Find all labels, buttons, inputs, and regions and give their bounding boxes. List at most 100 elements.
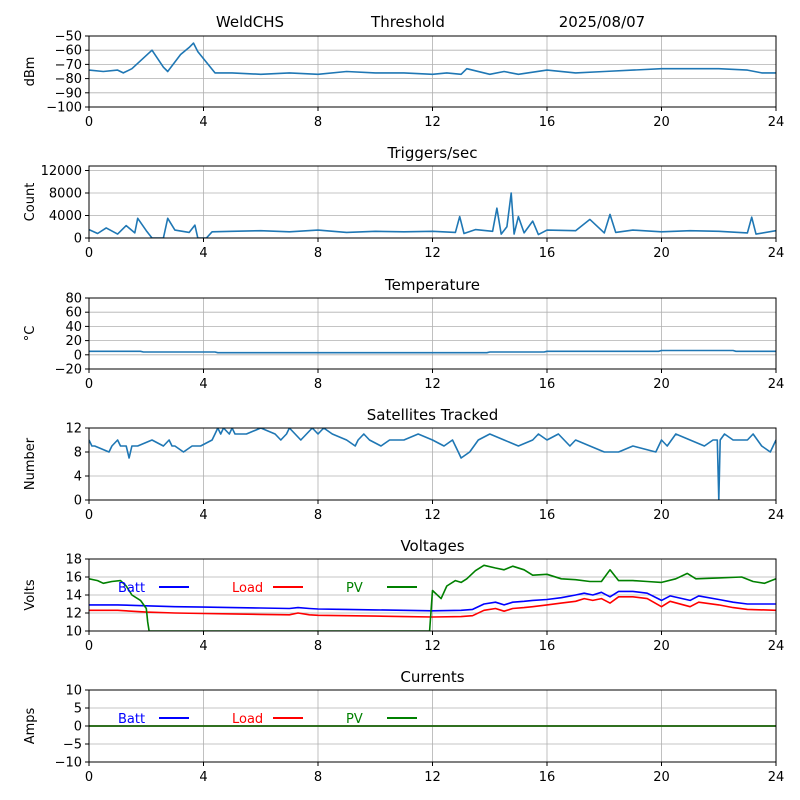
chart-currents: 0 4 8 12 16 20 24 10 5 0 −5 −10 Currents Amps Batt Load… [23,668,784,785]
x-tick-label: 16 [539,770,556,785]
x-tick-label: 24 [768,770,785,785]
x-tick-label: 8 [314,770,322,785]
x-tick-label: 16 [539,508,556,523]
y-tick-label: 8000 [49,187,82,202]
y-tick-label: 0 [74,348,82,363]
x-tick-label: 0 [85,508,93,523]
legend-label-pv: PV [346,712,363,727]
x-tick-label: 20 [653,639,670,654]
x-tick-label: 8 [314,246,322,261]
x-tick-label: 8 [314,508,322,523]
y-tick-label: 10 [65,625,82,640]
x-tick-label: 4 [199,246,207,261]
legend-label-batt: Batt [118,712,145,727]
chart-title: Satellites Tracked [367,406,498,424]
y-axis-label: Count [23,183,38,222]
series-line-pv [89,564,776,631]
x-tick-label: 12 [424,508,441,523]
x-tick-label: 0 [85,246,93,261]
x-tick-label: 24 [768,115,785,130]
y-tick-label: 0 [74,232,82,247]
x-tick-label: 12 [424,115,441,130]
y-tick-label: 14 [65,589,82,604]
series-line-temperature [89,349,776,354]
header-station: WeldCHS [216,13,284,31]
y-axis-label: Amps [23,707,38,744]
x-tick-label: 8 [314,115,322,130]
x-tick-label: 24 [768,246,785,261]
chart-satellites: 0 4 8 12 16 20 24 12 8 4 0 Satellites Tracked Number [23,406,784,523]
legend-label-load: Load [232,581,263,596]
x-tick-label: 20 [653,770,670,785]
y-tick-label: 60 [65,306,82,321]
x-tick-label: 20 [653,246,670,261]
y-tick-label: −20 [55,363,82,378]
x-tick-label: 16 [539,246,556,261]
chart-title: Triggers/sec [387,144,478,162]
x-tick-label: 20 [653,377,670,392]
y-tick-label: 0 [74,494,82,509]
x-tick-label: 8 [314,639,322,654]
chart-title: Currents [400,668,464,686]
series-line-satellites [89,428,776,500]
y-axis-label: °C [23,326,38,342]
x-tick-label: 24 [768,639,785,654]
x-tick-label: 24 [768,377,785,392]
legend-label-load: Load [232,712,263,727]
y-tick-label: 5 [74,702,82,717]
x-tick-label: 8 [314,377,322,392]
x-tick-label: 0 [85,770,93,785]
y-tick-label: 12 [65,607,82,622]
x-tick-label: 24 [768,508,785,523]
x-tick-label: 0 [85,377,93,392]
x-tick-label: 16 [539,377,556,392]
y-tick-label: 80 [65,292,82,307]
y-axis-label: dBm [23,57,38,87]
chart-triggers: 0 4 8 12 16 20 24 12000 8000 4000 0 Triggers/sec Cou… [23,144,784,261]
y-tick-label: −5 [63,738,82,753]
series-line-batt [89,590,776,612]
x-tick-label: 4 [199,508,207,523]
x-tick-label: 0 [85,639,93,654]
x-tick-label: 12 [424,377,441,392]
chart-voltages: 0 4 8 12 16 20 24 18 16 14 12 10 Voltages Volts Batt Lo… [23,537,784,654]
x-tick-label: 20 [653,508,670,523]
y-tick-label: 18 [65,553,82,568]
y-tick-label: 12000 [41,164,82,179]
y-tick-label: −50 [55,30,82,45]
y-tick-label: −90 [55,86,82,101]
y-axis-label: Number [23,437,38,490]
series-line-threshold [89,42,776,76]
x-tick-label: 4 [199,115,207,130]
y-tick-label: 16 [65,571,82,586]
y-tick-label: −60 [55,44,82,59]
y-tick-label: 12 [65,422,82,437]
x-tick-label: 16 [539,639,556,654]
y-tick-label: −80 [55,72,82,87]
x-tick-label: 12 [424,246,441,261]
header-mode: Threshold [370,13,445,31]
legend-label-pv: PV [346,581,363,596]
x-tick-label: 12 [424,639,441,654]
chart-title: Voltages [400,537,464,555]
header-date: 2025/08/07 [559,13,645,31]
x-tick-label: 4 [199,377,207,392]
y-tick-label: 0 [74,720,82,735]
x-tick-label: 20 [653,115,670,130]
y-tick-label: −100 [46,101,82,116]
x-tick-label: 0 [85,115,93,130]
series-line-triggers [89,192,776,238]
y-tick-label: 8 [74,446,82,461]
x-tick-label: 4 [199,639,207,654]
series-line-load [89,595,776,618]
y-tick-label: 10 [65,684,82,699]
y-tick-label: −10 [55,756,82,771]
y-tick-label: 40 [65,320,82,335]
y-tick-label: 4 [74,470,82,485]
chart-threshold: 0 4 8 12 16 20 24 −50−60−70−80−90−100 dBm [23,30,784,131]
y-tick-label: −70 [55,58,82,73]
x-tick-label: 12 [424,770,441,785]
